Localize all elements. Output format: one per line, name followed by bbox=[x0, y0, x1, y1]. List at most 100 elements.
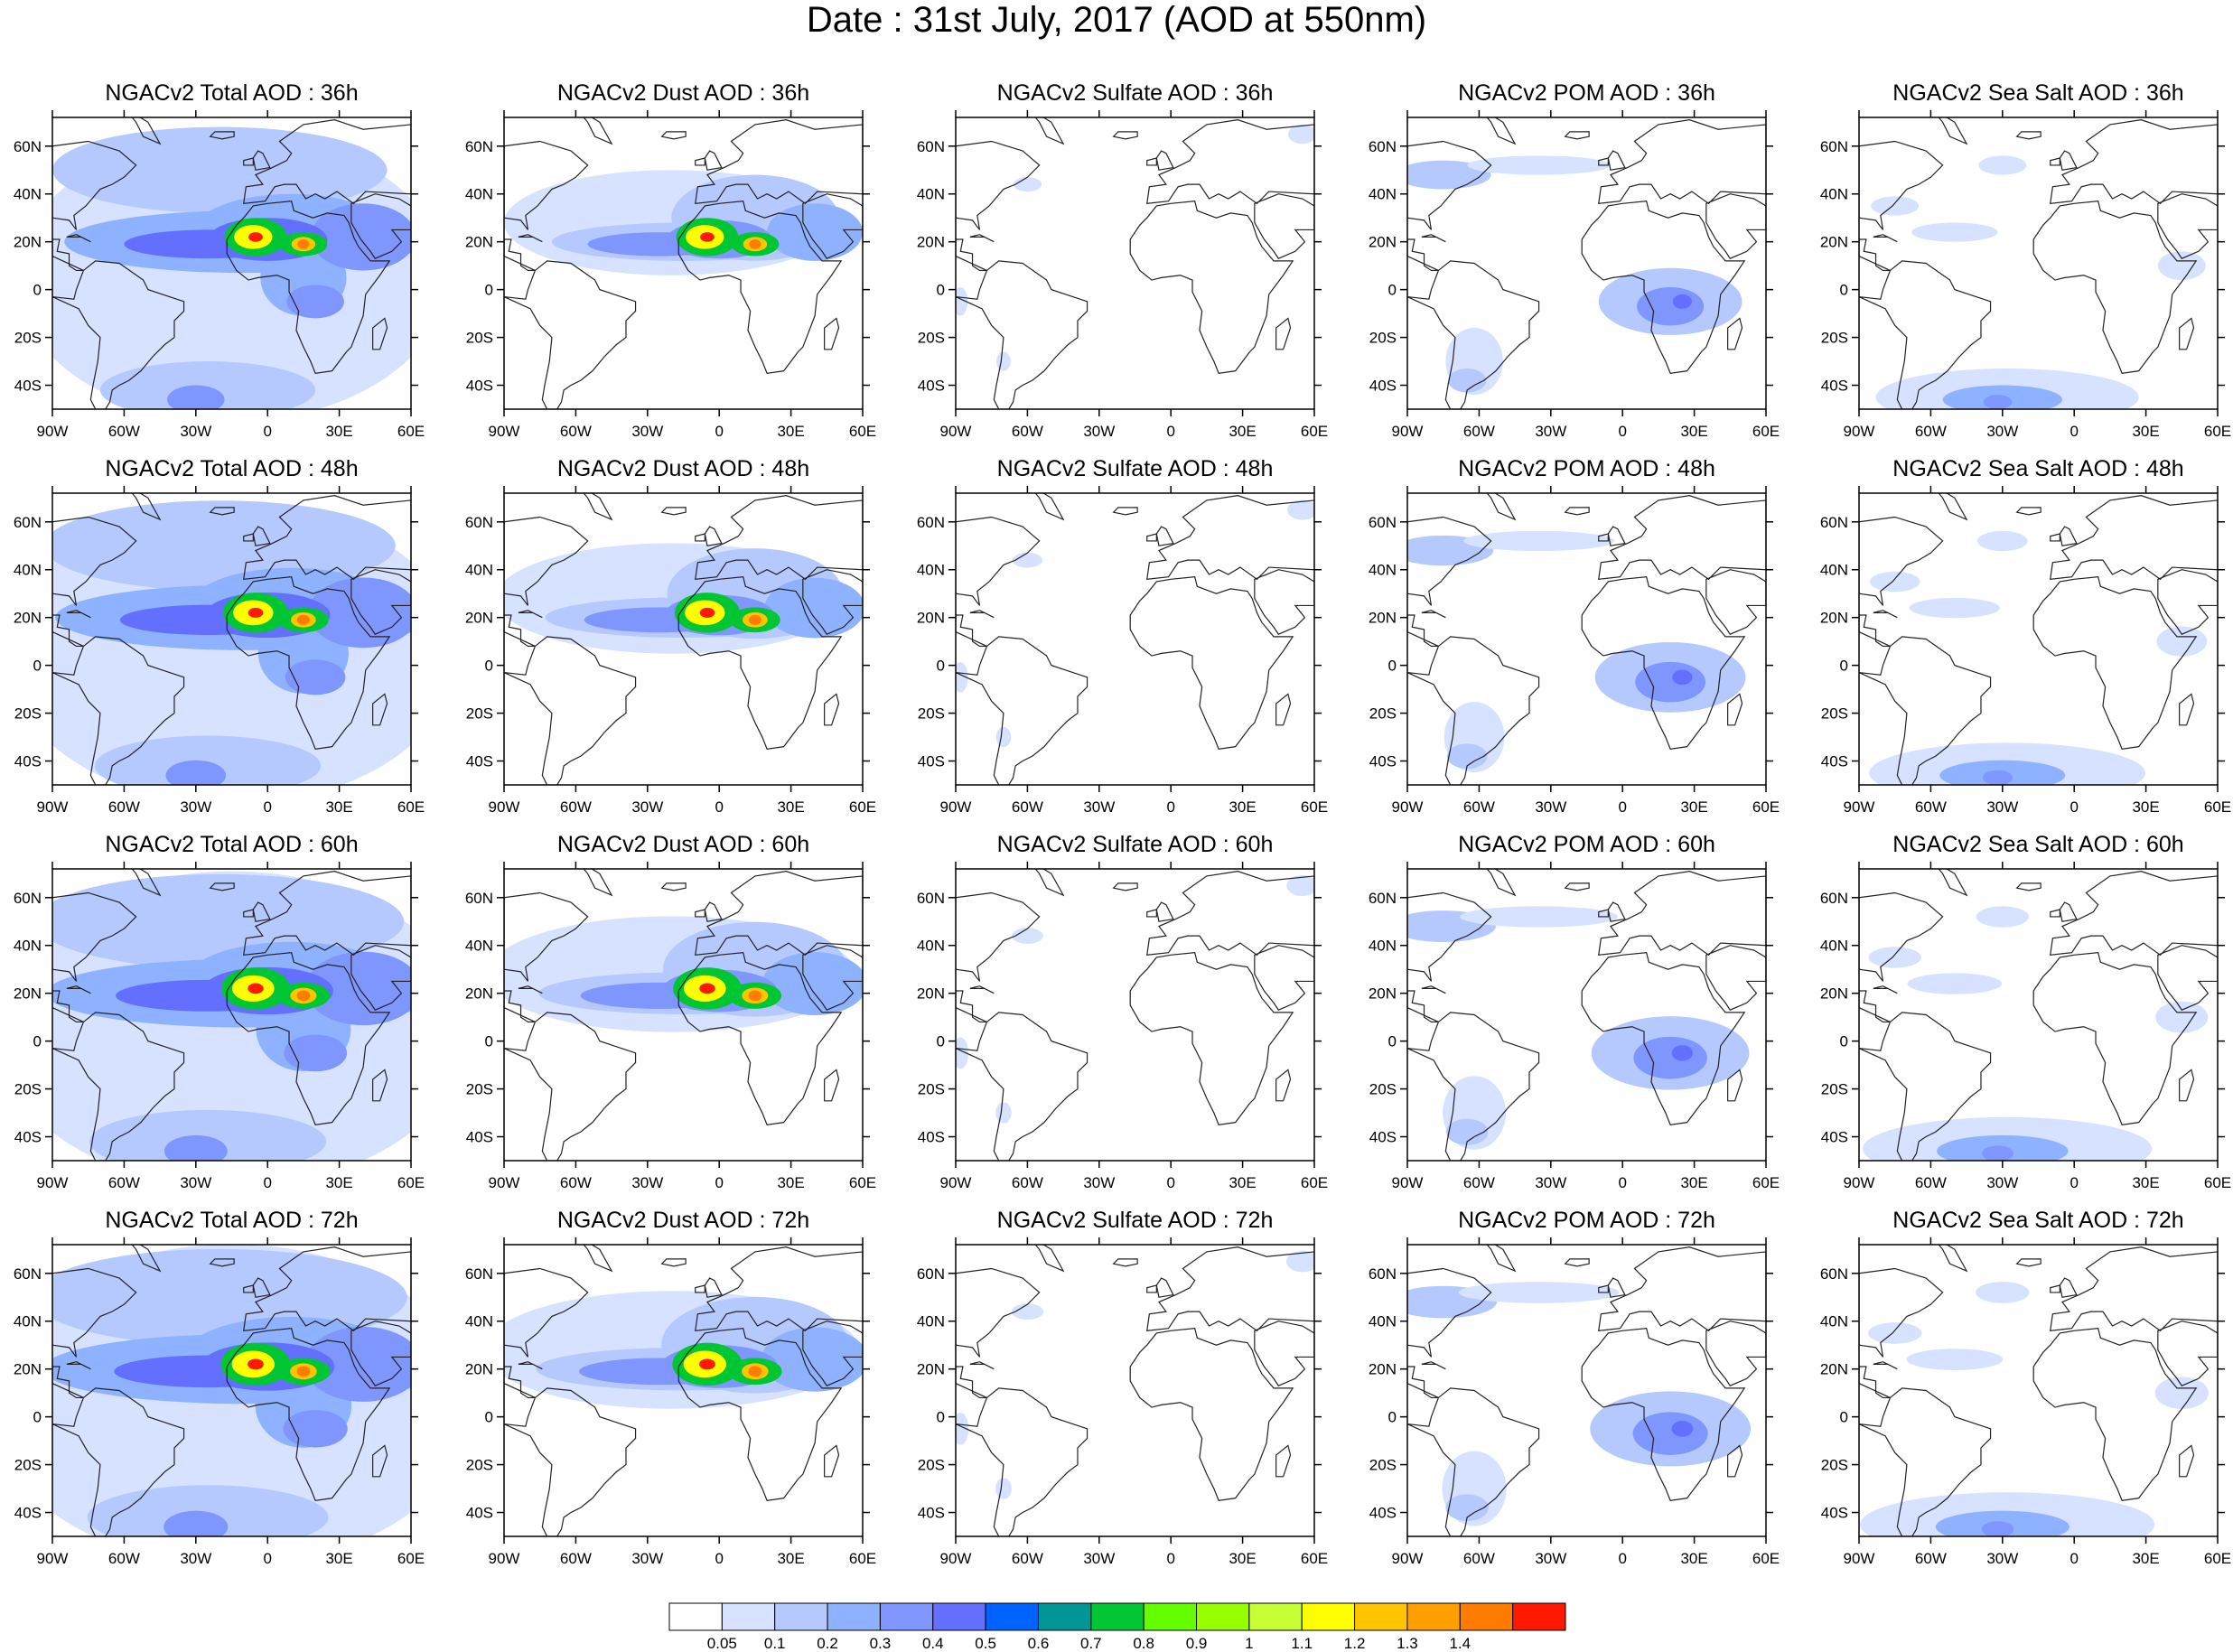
lat-tick-label: 40N bbox=[14, 1313, 42, 1330]
aod-field bbox=[504, 170, 863, 275]
lat-tick-label: 20S bbox=[14, 330, 42, 347]
lon-tick-label: 60W bbox=[108, 1174, 140, 1191]
map-panel-dust-72h: NGACv2 Dust AOD : 72h 90W 60W 30W 0 30E 60E 60N… bbox=[450, 1207, 902, 1581]
lon-tick-label: 30W bbox=[1535, 1550, 1566, 1567]
lon-tick-label: 0 bbox=[715, 798, 723, 816]
aod-contour bbox=[284, 1034, 348, 1072]
lat-tick-label: 40S bbox=[918, 1505, 945, 1522]
coastline bbox=[66, 1361, 91, 1370]
lon-tick-label: 0 bbox=[2069, 1550, 2078, 1567]
coastline bbox=[504, 636, 637, 785]
coastline bbox=[824, 693, 840, 726]
coastlines bbox=[1407, 117, 1766, 409]
map-canvas: 90W 60W 30W 0 30E 60E 60N 40N 20N 0 20S 40S bbox=[917, 110, 1328, 440]
coastline bbox=[1129, 1328, 1294, 1501]
coastline bbox=[1146, 1284, 1157, 1293]
lon-tick-label: 30E bbox=[2132, 1174, 2159, 1191]
coastline bbox=[1938, 117, 1968, 145]
coastline bbox=[2179, 317, 2195, 350]
lat-tick-label: 40N bbox=[1820, 938, 1848, 955]
map-canvas: 90W 60W 30W 0 30E 60E 60N 40N 20N 0 20S 40S bbox=[1369, 486, 1780, 816]
aod-contour bbox=[1287, 499, 1314, 520]
coastline bbox=[52, 636, 185, 785]
lat-tick-label: 60N bbox=[14, 138, 42, 155]
aod-contour bbox=[167, 385, 225, 409]
lat-tick-label: 40S bbox=[1369, 753, 1397, 770]
aod-contour bbox=[956, 662, 968, 693]
aod-contour bbox=[304, 1326, 411, 1402]
lat-tick-label: 20N bbox=[917, 985, 945, 1003]
lon-tick-label: 30W bbox=[1083, 423, 1115, 440]
coastline bbox=[1129, 201, 1294, 374]
coastline bbox=[695, 157, 705, 166]
aod-field bbox=[956, 124, 1314, 371]
aod-contour bbox=[956, 286, 968, 316]
map-border bbox=[1406, 492, 1767, 786]
map-frame: 90W 60W 30W 0 30E 60E 60N 40N 20N 0 20S 40S bbox=[14, 110, 425, 440]
lon-tick-label: 60E bbox=[1301, 1174, 1328, 1191]
aod-contour bbox=[286, 285, 344, 319]
aod-contour bbox=[296, 990, 311, 1002]
coastline bbox=[52, 990, 84, 1023]
coastline bbox=[504, 1012, 637, 1161]
lat-tick-label: 0 bbox=[1388, 1409, 1397, 1426]
coastline bbox=[1275, 1444, 1292, 1478]
colorbar-swatch bbox=[668, 1602, 723, 1631]
colorbar-label: 0.9 bbox=[1186, 1635, 1208, 1652]
coastline bbox=[1598, 119, 1766, 205]
lat-tick-label: 60N bbox=[465, 890, 493, 907]
map-panel-pom-72h: NGACv2 POM AOD : 72h 90W 60W 30W 0 30E 60E 60N 4… bbox=[1353, 1207, 1805, 1581]
coastline bbox=[956, 140, 1041, 230]
map-frame: 90W 60W 30W 0 30E 60E 60N 40N 20N 0 20S 40S bbox=[1369, 110, 1780, 440]
map-canvas: 90W 60W 30W 0 30E 60E 60N 40N 20N 0 20S 40S bbox=[465, 110, 876, 440]
coastline bbox=[1034, 1245, 1065, 1273]
lon-tick-label: 0 bbox=[1618, 1174, 1626, 1191]
lat-tick-label: 20S bbox=[918, 1457, 945, 1474]
lat-tick-label: 0 bbox=[33, 658, 42, 675]
coastline bbox=[226, 1328, 391, 1501]
lon-tick-label: 30E bbox=[325, 1550, 352, 1567]
lon-tick-label: 90W bbox=[489, 798, 520, 816]
map-frame: 90W 60W 30W 0 30E 60E 60N 40N 20N 0 20S 40S bbox=[1820, 486, 2231, 816]
coastline bbox=[1859, 614, 1891, 648]
coastline bbox=[52, 1012, 185, 1161]
lon-tick-label: 30W bbox=[180, 1174, 211, 1191]
lat-tick-label: 20N bbox=[1820, 985, 1848, 1003]
coastline bbox=[824, 317, 840, 350]
coastline bbox=[2157, 1321, 2218, 1386]
lat-tick-label: 0 bbox=[937, 282, 945, 299]
coastline bbox=[52, 140, 137, 230]
coastline bbox=[677, 576, 843, 750]
coastline bbox=[1112, 882, 1138, 891]
coastline bbox=[1407, 260, 1540, 409]
lat-tick-label: 40S bbox=[1821, 1505, 1848, 1522]
colorbar-swatch bbox=[932, 1602, 986, 1631]
lon-tick-label: 30W bbox=[1986, 798, 2018, 816]
colorbar-swatch bbox=[1406, 1602, 1461, 1631]
lat-tick-label: 40S bbox=[1821, 1129, 1848, 1146]
map-border bbox=[1858, 492, 2219, 786]
coastline bbox=[956, 614, 987, 648]
lon-tick-label: 60W bbox=[108, 1550, 140, 1567]
colorbar-label: 1.1 bbox=[1291, 1635, 1313, 1652]
aod-contour bbox=[1977, 530, 2028, 552]
lon-tick-label: 30E bbox=[1680, 1174, 1707, 1191]
coastline bbox=[504, 614, 536, 648]
aod-contour bbox=[1285, 1250, 1314, 1273]
aod-contour bbox=[1671, 1045, 1694, 1061]
lon-tick-label: 30W bbox=[180, 423, 211, 440]
lat-tick-label: 40S bbox=[14, 753, 42, 770]
aod-contour bbox=[1672, 669, 1693, 686]
coastline bbox=[1112, 1258, 1138, 1267]
lat-tick-label: 20S bbox=[1369, 330, 1397, 347]
colorbar-label: 0.8 bbox=[1133, 1635, 1154, 1652]
lon-tick-label: 60E bbox=[1752, 798, 1780, 816]
lat-tick-label: 20N bbox=[1820, 234, 1848, 251]
lon-tick-label: 60W bbox=[1012, 423, 1043, 440]
coastline bbox=[1598, 909, 1609, 918]
map-canvas: 90W 60W 30W 0 30E 60E 60N 40N 20N 0 20S 40S bbox=[465, 486, 876, 816]
map-canvas: 90W 60W 30W 0 30E 60E 60N 40N 20N 0 20S 40S bbox=[14, 486, 425, 816]
coastline bbox=[504, 516, 589, 606]
lon-tick-label: 60W bbox=[560, 1550, 592, 1567]
map-border bbox=[955, 1244, 1315, 1537]
